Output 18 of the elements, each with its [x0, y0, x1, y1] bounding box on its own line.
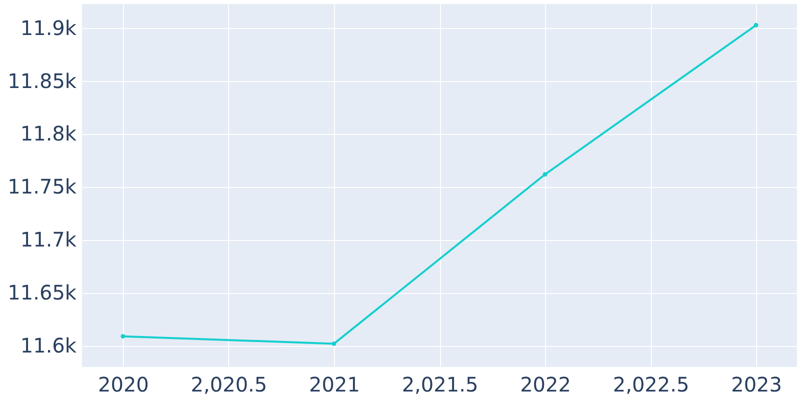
x-tick-label: 2,022.5: [612, 372, 690, 396]
point: [754, 22, 758, 28]
point: [332, 341, 336, 346]
y-tick-label: 11.8k: [20, 122, 77, 146]
x-tick-label: 2021: [309, 372, 360, 396]
point: [542, 172, 548, 177]
y-tick-label: 11.6k: [20, 333, 77, 358]
x-tick-label: 2,020.5: [190, 372, 268, 396]
y-tick-label: 11.65k: [8, 280, 77, 304]
y-tick-label: 11.75k: [8, 174, 77, 199]
y-tick-label: 11.85k: [8, 68, 77, 93]
x-tick-label: 2,021.5: [402, 372, 478, 396]
x-tick-label: 2023: [731, 372, 782, 396]
x-tick-label: 2022: [520, 372, 571, 396]
x-tick-label: 2020: [98, 372, 149, 396]
y-tick-label: 11.9k: [20, 16, 77, 40]
point: [120, 334, 126, 339]
y-tick-label: 11.7k: [20, 228, 77, 252]
